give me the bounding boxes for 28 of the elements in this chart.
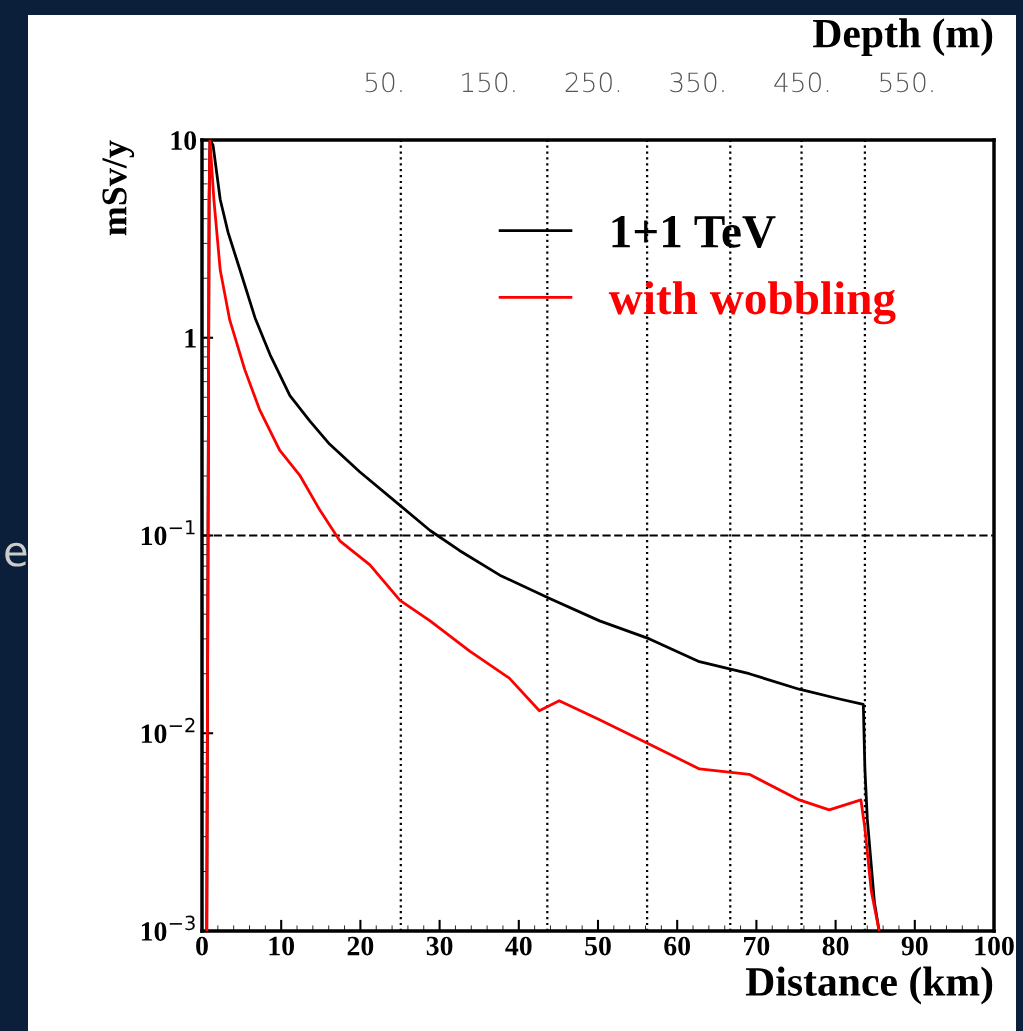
- text: 150.: [462, 72, 515, 93]
- y-tick-label: 10: [171, 131, 197, 150]
- x-tick-label: 70: [744, 936, 770, 956]
- legend-label: 1+1 TeV: [612, 216, 776, 248]
- x-tick-label: 30: [426, 936, 453, 956]
- x-tick-label: 0: [196, 936, 208, 956]
- x-axis-title: Distance (km): [745, 966, 993, 1005]
- y-tick-label: 1: [185, 329, 196, 348]
- x-tick-label: 60: [664, 936, 691, 956]
- x-tick-label: 40: [505, 936, 532, 956]
- x-tick-label: 10: [269, 936, 295, 956]
- legend-label: with wobbling: [608, 281, 896, 325]
- y-tick-label: 10$^{−1}$: [141, 520, 195, 546]
- x-tick-label: 50: [585, 936, 611, 956]
- x-tick-label: 100: [975, 936, 1014, 956]
- x-tick-label: 20: [347, 936, 374, 956]
- text: e: [5, 542, 27, 567]
- text: 350.: [670, 72, 724, 93]
- x-tick-label: 90: [901, 936, 928, 956]
- text: 450.: [774, 72, 829, 93]
- text: 550.: [880, 72, 933, 93]
- x-tick-label: 80: [822, 936, 849, 956]
- y-axis-title: mSv/y: [102, 140, 135, 236]
- text: 250.: [565, 72, 620, 93]
- y-tick-label: 10$^{−2}$: [141, 717, 195, 744]
- x2-axis-title: Depth (m): [813, 18, 993, 57]
- text: 50.: [365, 72, 402, 93]
- y-tick-label: 10$^{−3}$: [141, 915, 195, 941]
